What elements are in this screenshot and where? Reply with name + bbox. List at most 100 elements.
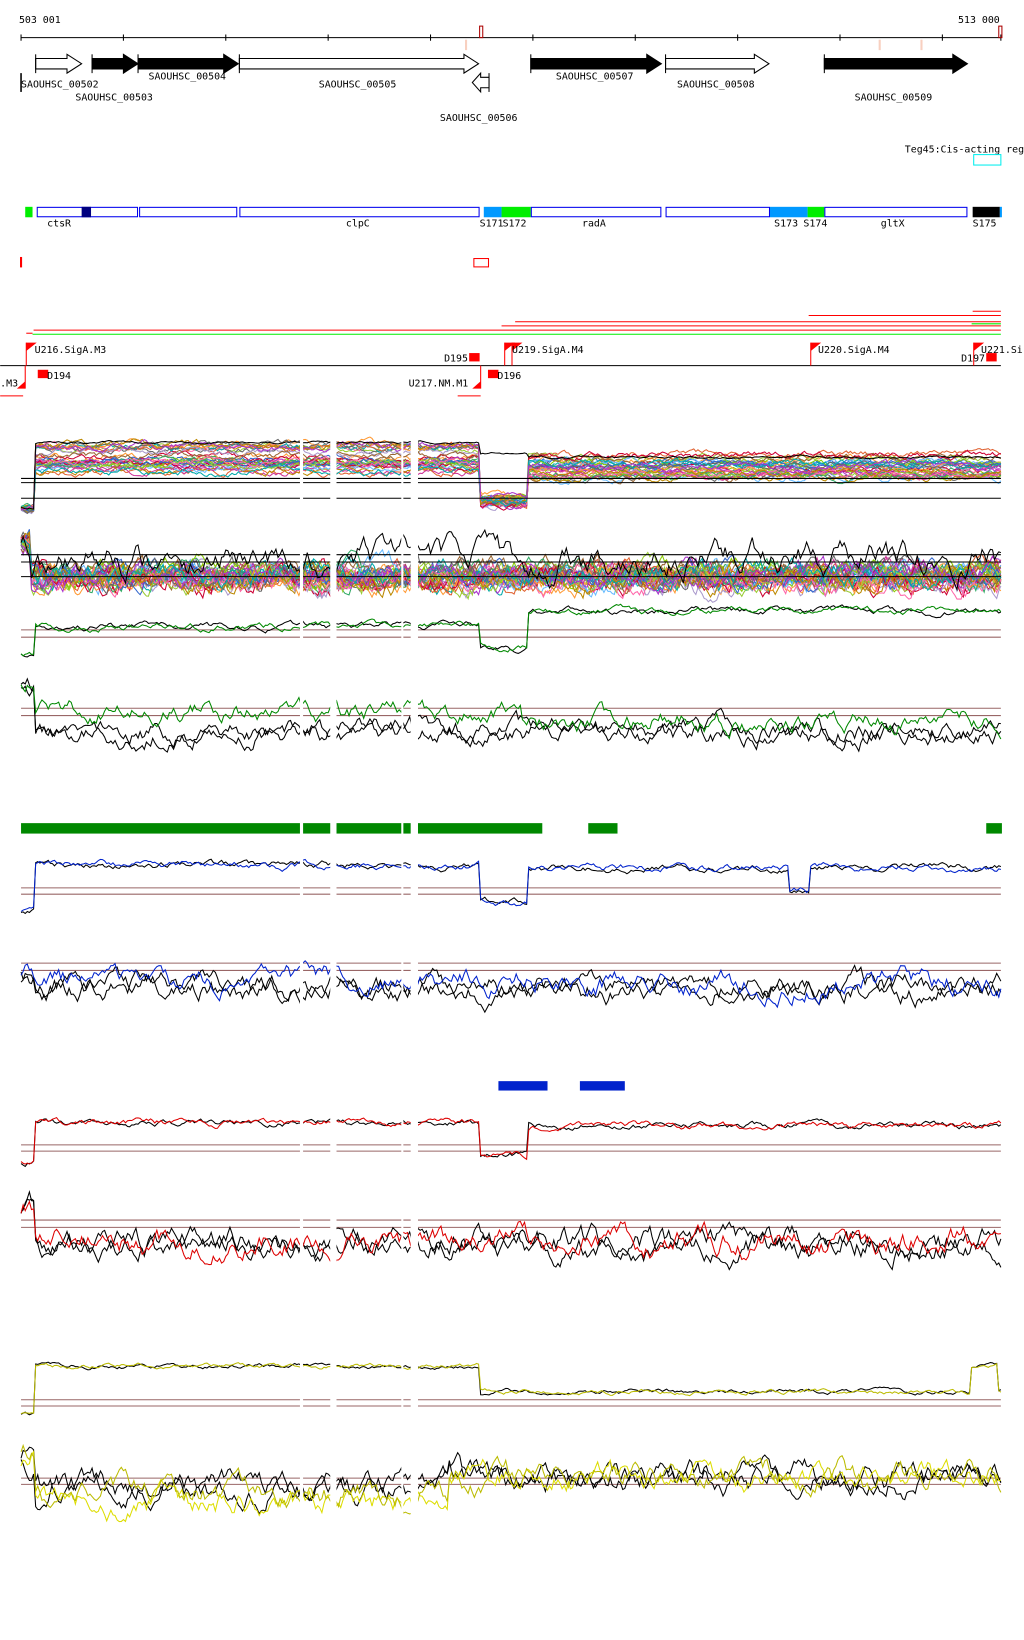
feature-block [999,206,1002,218]
expression-trace [20,530,1002,599]
promoter-flag [472,381,481,389]
gene-arrow-right [530,53,663,75]
gene-arrow-right [137,53,240,75]
regulatory-track: Teg45:Cis-acting reg [905,145,1024,166]
gene-label[interactable]: SAOUHSC_00507 [556,71,634,82]
feature-block [25,206,33,218]
marker [998,25,1003,39]
feature-label: radA [582,219,606,230]
promoter-flag [16,381,26,389]
feature-label: S171 [480,219,504,230]
gene-label[interactable]: SAOUHSC_00505 [319,80,397,91]
expression-trace [20,438,1002,514]
promoter-labels: U216.SigA.M3 U219.SigA.M4 U220.SigA.M4 U… [0,345,1023,389]
feature-box [824,206,968,218]
feature-box [530,206,662,218]
promoter-label[interactable]: U219.SigA.M4 [512,345,584,356]
expression-trace [20,604,1002,658]
expression-trace [20,684,1002,740]
promoter-label[interactable]: D195 [444,353,468,364]
gene-label[interactable]: SAOUHSC_00503 [75,92,153,103]
regulatory-box[interactable] [973,154,1002,166]
promoter-label[interactable]: U221.Si [981,345,1023,356]
feature-labels: ctsR clpC S171 S172 radA S173 S174 gltX … [47,219,996,230]
coordinate-axis: 503 001 513 000 [19,15,1003,51]
expression-trace [20,457,1001,508]
terminator-mark [37,369,49,379]
expression-trace [20,1443,1002,1515]
expression-trace [20,457,1002,512]
gene-label[interactable]: SAOUHSC_00506 [440,113,518,124]
expression-trace [20,858,1002,912]
feature-block [81,206,92,218]
feature-label: S175 [973,219,997,230]
expression-trace [20,685,1001,752]
end-coordinate: 513 000 [958,15,1000,26]
expression-trace [20,464,1002,511]
gene-arrow-right [665,53,770,75]
feature-block [770,206,808,218]
terminator-mark [487,369,499,379]
feature-label: S173 [774,219,798,230]
promoter-flag [810,342,822,351]
feature-label: gltX [881,219,905,230]
expression-trace [20,1118,1002,1168]
segment-mark [20,256,23,268]
expression-trace [20,1361,1002,1416]
gene-label[interactable]: SAOUHSC_00508 [677,80,755,91]
expression-trace [20,439,1001,510]
promoter-label[interactable]: U220.SigA.M4 [818,345,890,356]
promoter-label[interactable]: U216.SigA.M3 [35,345,107,356]
segment-tracks [0,256,1001,397]
data-gap [410,433,418,1531]
data-gap [330,433,337,1531]
expression-trace [20,439,1002,511]
expression-segment-bar [579,1081,625,1091]
expression-segment-bar [21,823,543,834]
expression-trace [20,528,1002,592]
expression-trace [20,1446,1002,1515]
data-gap [401,433,404,1531]
promoter-label[interactable]: D196 [497,371,521,382]
feature-label: ctsR [47,219,71,230]
data-gap [299,433,304,1531]
feature-label: clpC [346,219,370,230]
feature-label: S174 [803,219,827,230]
terminator-mark [469,353,480,362]
feature-box [139,206,238,218]
gene-label[interactable]: SAOUHSC_00509 [855,92,933,103]
feature-track [25,206,1002,218]
feature-block [807,206,825,218]
expression-trace [20,603,1002,657]
expression-segment-bar [498,1081,548,1091]
gene-label[interactable]: SAOUHSC_00504 [148,71,226,82]
expression-trace [20,960,1002,1009]
promoter-label[interactable]: D197 [961,353,985,364]
promoter-label[interactable]: .M3 [0,378,18,389]
gene-labels: SAOUHSC_00502 SAOUHSC_00503 SAOUHSC_0050… [21,71,932,124]
terminator-mark [986,353,997,362]
feature-box [665,206,771,218]
expression-trace [20,1200,1001,1267]
gene-arrow-right [91,53,140,75]
expression-segment-bar [588,823,618,834]
expression-plots [20,433,1002,1531]
expression-trace [20,964,1002,1007]
gene-arrow-left [471,71,490,94]
expression-trace [20,1198,1002,1264]
gene-label[interactable]: SAOUHSC_00502 [21,80,99,91]
promoter-label[interactable]: D194 [47,371,71,382]
expression-trace [20,677,1002,753]
feature-box [239,206,480,218]
feature-label: S172 [503,219,527,230]
expression-trace [20,1362,1002,1415]
expression-trace [20,544,1002,596]
feature-block [483,206,502,218]
regulatory-label[interactable]: Teg45:Cis-acting reg [905,145,1024,156]
start-coordinate: 503 001 [19,15,61,26]
gene-track [20,53,969,94]
expression-trace [20,544,1002,596]
promoter-label[interactable]: U217.NM.M1 [409,378,469,389]
expression-trace [20,858,1002,915]
